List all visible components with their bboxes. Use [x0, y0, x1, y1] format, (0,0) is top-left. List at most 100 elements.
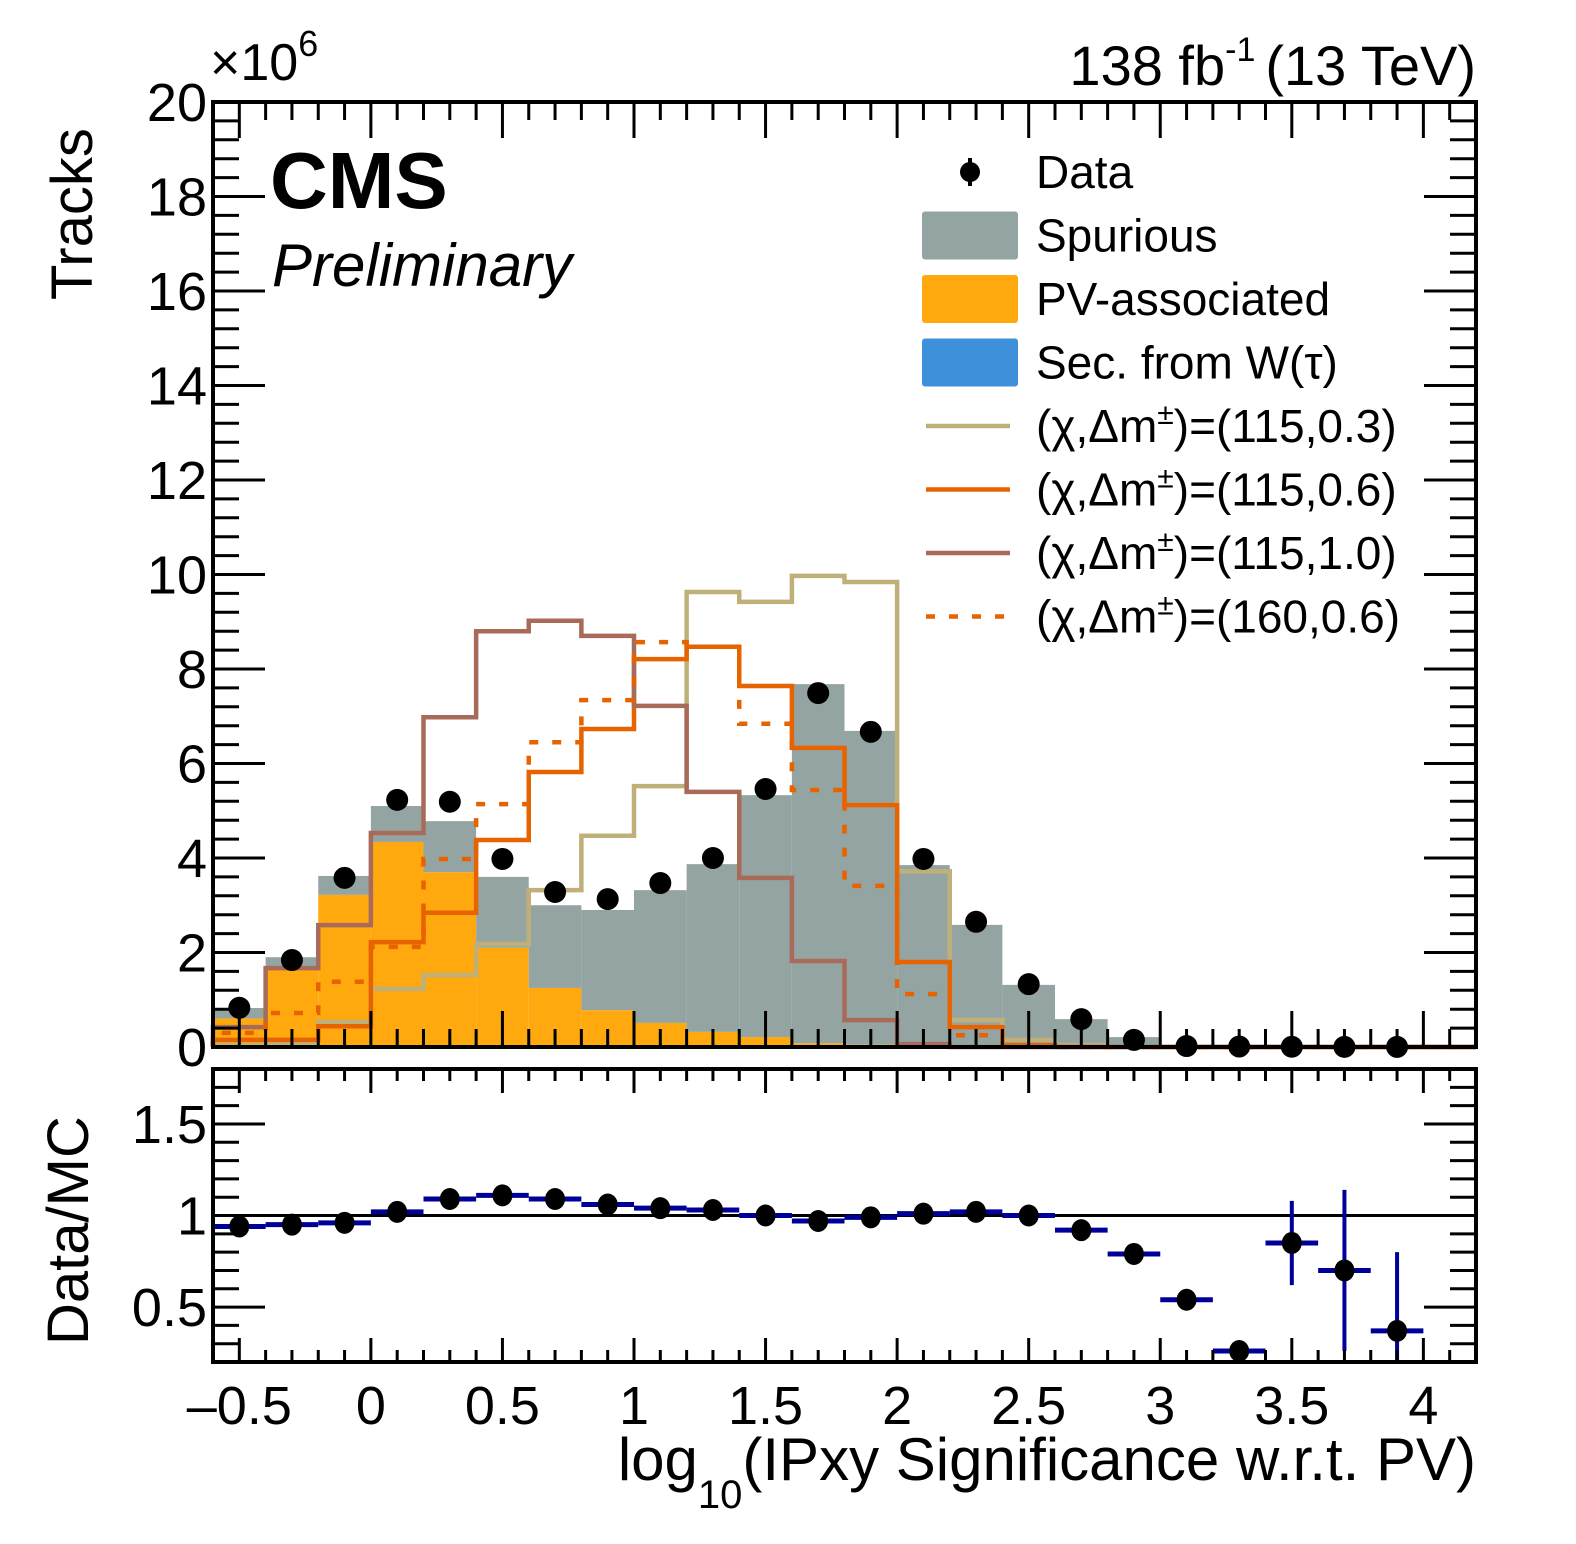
ratio-point [1123, 1242, 1144, 1265]
main-y-tick-label-group: 0 2 4 6 8 10 12 14 16 18 20 [147, 73, 207, 1078]
data-point [280, 949, 303, 972]
bar-spurious [791, 684, 845, 1044]
main-y-tick-label: 0 [177, 1018, 207, 1078]
y-multiplier-base: ×10 [210, 34, 298, 92]
legend-fill-swatch [922, 211, 1018, 260]
legend-label-sup: ± [1157, 589, 1173, 622]
ratio-point [281, 1213, 302, 1236]
x-tick-label: 1.5 [728, 1376, 803, 1436]
legend-label: (χ,Δm±)=(115,0.6) [1036, 462, 1397, 516]
ratio-point [334, 1211, 355, 1234]
x-tick-label: 1 [619, 1376, 649, 1436]
x-tick-label: –0.5 [187, 1376, 292, 1436]
legend-label-suffix: )=(115,0.3) [1174, 400, 1397, 452]
data-point [859, 720, 882, 743]
ratio-y-tick-label-group: 0.5 1 1.5 [132, 1095, 207, 1338]
main-y-tick-label: 14 [147, 357, 207, 417]
x-axis-title-sub: 10 [698, 1473, 743, 1517]
x-tick-label: 2.5 [991, 1376, 1066, 1436]
data-point [754, 778, 777, 801]
legend-label: Spurious [1036, 210, 1218, 262]
ratio-point [229, 1215, 250, 1238]
legend-label-suffix: )=(115,1.0) [1174, 527, 1397, 579]
bar-spurious [686, 864, 740, 1032]
legend-label-suffix: )=(160,0.6) [1174, 591, 1400, 643]
cms-label: CMS [270, 136, 448, 225]
main-y-tick-label: 18 [147, 168, 207, 228]
ratio-y-tick-label: 1.5 [132, 1095, 207, 1155]
bar-spurious [370, 806, 424, 842]
bar-spurious [476, 876, 529, 948]
ratio-point [808, 1209, 829, 1232]
main-y-tick-label: 2 [177, 924, 207, 984]
legend-data-marker [960, 162, 980, 182]
main-y-tick-label: 16 [147, 262, 207, 322]
ratio-point [439, 1188, 460, 1211]
x-axis-title-log: log [618, 1426, 698, 1493]
legend-label: (χ,Δm±)=(115,1.0) [1036, 525, 1397, 579]
x-tick-label-group: –0.5 0 0.5 1 1.5 2 2.5 3 3.5 4 [187, 1376, 1439, 1436]
y-multiplier: ×106 [210, 23, 318, 92]
legend-fill-swatch [922, 275, 1018, 323]
ratio-point [492, 1184, 513, 1207]
x-tick-label: 3.5 [1254, 1376, 1329, 1436]
data-point [544, 881, 567, 904]
legend-label: PV-associated [1036, 273, 1330, 325]
ratio-y-axis-title: Data/MC [36, 1116, 101, 1345]
x-tick-label: 3 [1145, 1376, 1175, 1436]
main-y-tick-label: 10 [147, 546, 207, 606]
legend-label-prefix: (χ,Δm [1036, 464, 1157, 516]
lumi-label: 138 fb-1 (13 TeV) [1069, 31, 1476, 97]
main-y-axis-title: Tracks [40, 128, 105, 300]
x-tick-label: 4 [1408, 1376, 1438, 1436]
ratio-point [387, 1200, 408, 1223]
legend-label-sup: ± [1157, 525, 1173, 558]
legend-label: Sec. from W(τ) [1036, 337, 1338, 389]
lumi-value: 138 fb [1069, 34, 1225, 97]
ratio-point [1387, 1319, 1408, 1342]
bar-spurious [739, 795, 792, 1038]
ratio-point [860, 1206, 881, 1229]
data-point [491, 847, 514, 870]
ratio-point [597, 1193, 618, 1216]
data-point [965, 910, 988, 933]
legend-label-prefix: (χ,Δm [1036, 591, 1157, 643]
main-y-tick-label: 8 [177, 640, 207, 700]
ratio-point [913, 1202, 934, 1225]
ratio-point [1176, 1288, 1197, 1311]
bar-spurious [897, 865, 950, 1046]
main-y-tick-label: 6 [177, 735, 207, 795]
x-axis-title-rest: (IPxy Significance w.r.t. PV) [742, 1426, 1476, 1493]
bar-spurious [634, 890, 687, 1023]
x-tick-label: 0.5 [465, 1376, 540, 1436]
ratio-point [702, 1199, 723, 1222]
data-point [333, 866, 356, 889]
legend-label: Data [1036, 146, 1134, 198]
main-y-tick-label: 12 [147, 451, 207, 511]
legend-label: (χ,Δm±)=(160,0.6) [1036, 589, 1400, 643]
y-multiplier-exp: 6 [298, 23, 318, 64]
ratio-point [966, 1200, 987, 1223]
ratio-point [1281, 1231, 1302, 1254]
data-point [649, 872, 672, 895]
data-point [807, 682, 830, 705]
legend-label-sup: ± [1157, 398, 1173, 431]
lumi-exp: -1 [1225, 31, 1255, 69]
data-point [912, 847, 935, 870]
ratio-y-tick-label: 0.5 [132, 1278, 207, 1338]
data-point [386, 788, 409, 811]
x-tick-label: 2 [882, 1376, 912, 1436]
bar-spurious [528, 905, 582, 988]
data-point [701, 847, 724, 869]
main-y-tick-label: 20 [147, 73, 207, 133]
main-y-tick-label: 4 [177, 829, 207, 889]
ratio-panel-content [213, 1184, 1476, 1363]
ratio-y-tick-label: 1 [177, 1187, 207, 1247]
ratio-point [650, 1197, 671, 1220]
x-tick-label: 0 [356, 1376, 386, 1436]
axis-ticks [213, 100, 1476, 1362]
legend-label: (χ,Δm±)=(115,0.3) [1036, 398, 1397, 452]
ratio-point [1071, 1219, 1092, 1242]
data-point [228, 996, 251, 1019]
